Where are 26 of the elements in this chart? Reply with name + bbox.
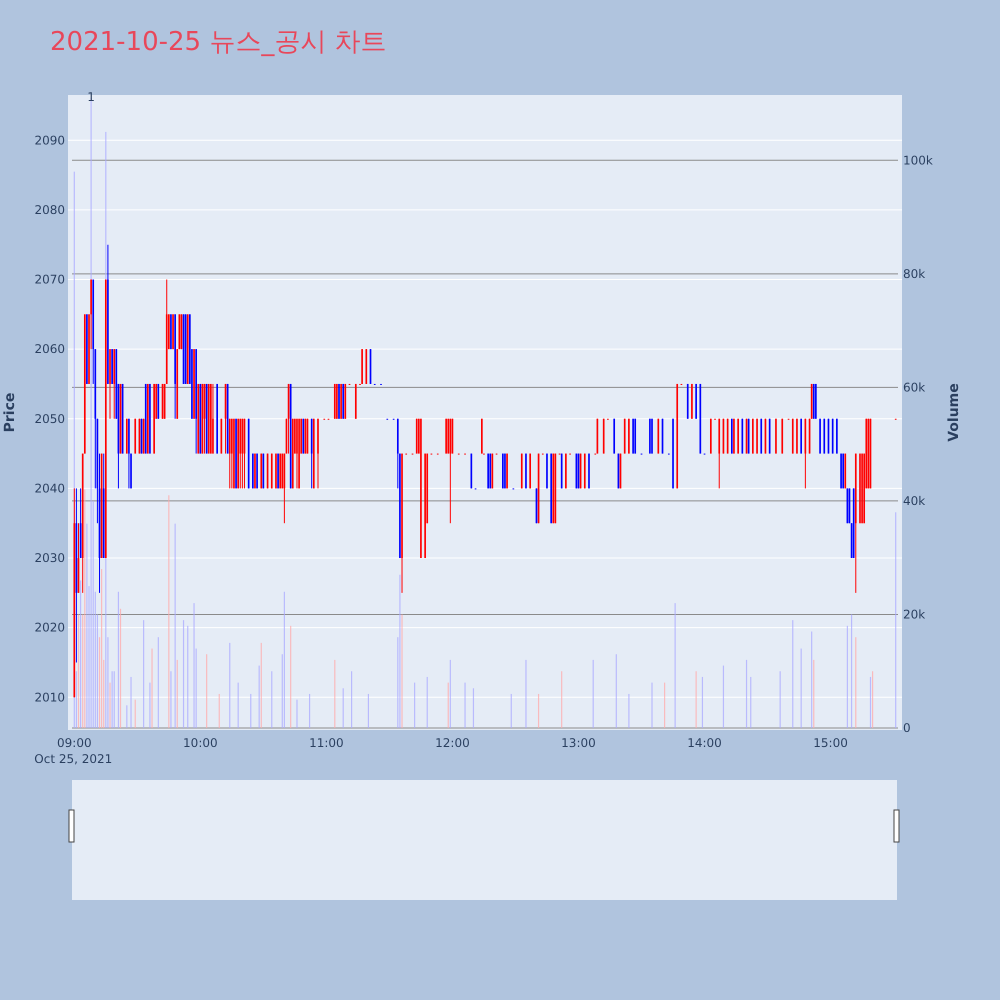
x-tick-label: 14:00: [687, 736, 722, 750]
y-tick-label: 2050: [34, 412, 65, 426]
y-tick-label: 2070: [34, 272, 65, 287]
y2-tick-label: 100k: [903, 153, 933, 168]
y2-tick-label: 80k: [903, 266, 926, 281]
y-tick-label: 2010: [34, 690, 65, 704]
y2-tick-label: 0: [903, 721, 911, 736]
y-tick-label: 2060: [34, 342, 65, 356]
x-tick-label: 15:00: [813, 736, 848, 750]
x-tick-label: 12:00: [435, 736, 470, 750]
y-tick-label: 2030: [34, 551, 65, 566]
x-tick-label: 11:00: [309, 736, 344, 750]
y-tick-label: 2040: [34, 481, 65, 496]
y-tick-label: 2080: [34, 202, 65, 217]
chart-title: 2021-10-25 뉴스_공시 차트: [50, 27, 387, 57]
x-tick-label: 10:00: [183, 736, 218, 750]
y-tick-label: 2090: [34, 133, 65, 148]
x-tick-label: 13:00: [561, 736, 596, 750]
x-tick-label: 09:00 Oct 25, 2021: [34, 736, 112, 766]
y2-tick-label: 60k: [903, 380, 926, 394]
y-tick-label: 2020: [34, 620, 65, 635]
y2-tick-label: 20k: [903, 607, 926, 622]
annotation: 1: [87, 90, 95, 104]
y2-tick-label: 40k: [903, 494, 926, 508]
y2-axis-title: Volume: [946, 383, 962, 442]
y-axis-title: Price: [2, 392, 18, 432]
